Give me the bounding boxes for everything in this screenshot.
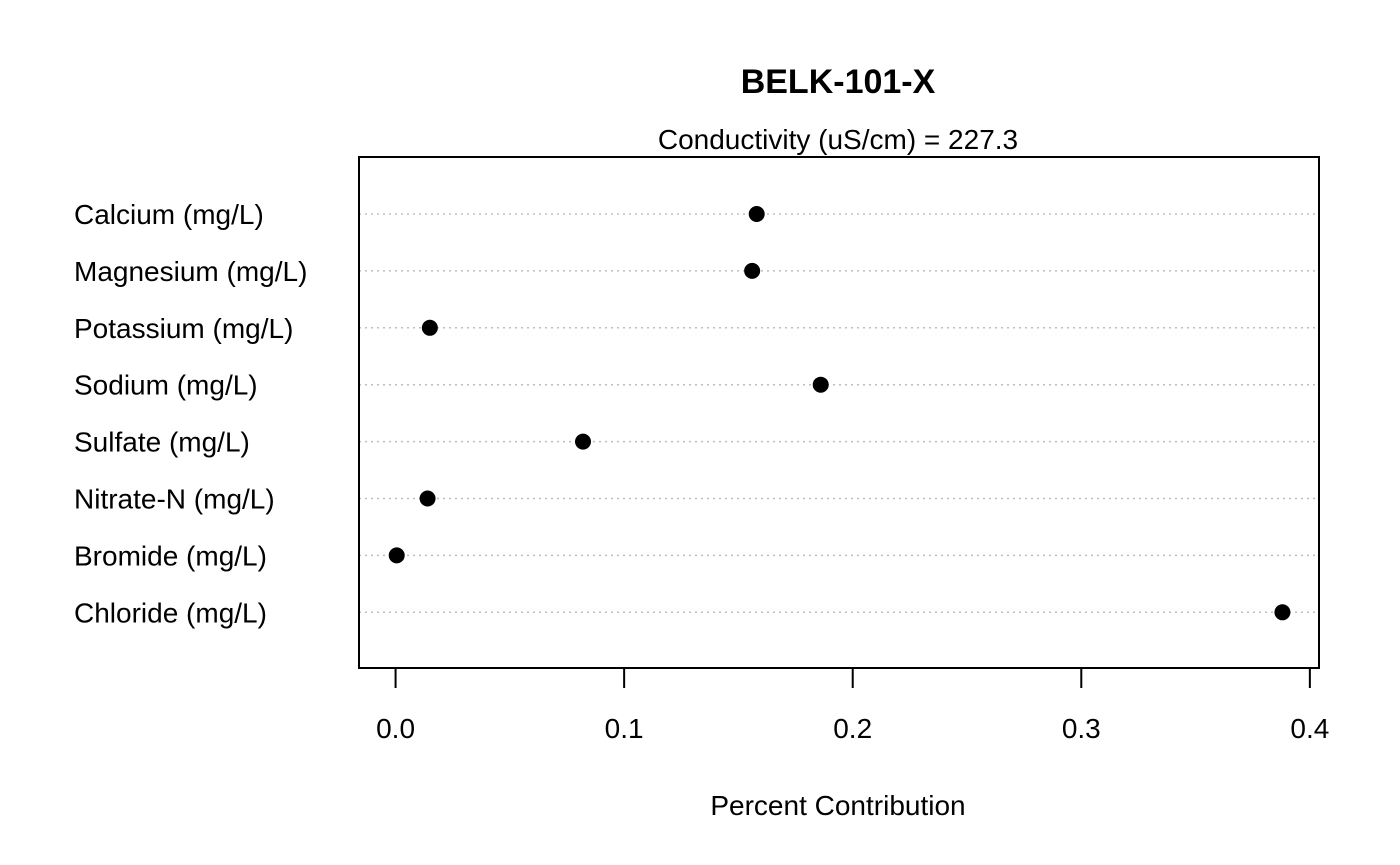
x-tick-label: 0.1 bbox=[605, 713, 644, 744]
category-label: Potassium (mg/L) bbox=[74, 313, 293, 344]
guide-lines bbox=[359, 213, 1319, 614]
category-label: Magnesium (mg/L) bbox=[74, 256, 307, 287]
category-label: Bromide (mg/L) bbox=[74, 540, 267, 571]
x-tick-label: 0.2 bbox=[833, 713, 872, 744]
data-point bbox=[388, 547, 405, 564]
x-tick-label: 0.4 bbox=[1290, 713, 1329, 744]
x-axis: 0.0 0.1 0.2 0.3 0.4 bbox=[376, 667, 1329, 744]
chart-subtitle: Conductivity (uS/cm) = 227.3 bbox=[658, 124, 1018, 155]
data-point bbox=[744, 262, 761, 279]
category-label: Sulfate (mg/L) bbox=[74, 427, 250, 458]
data-points bbox=[388, 206, 1291, 621]
x-axis-label: Percent Contribution bbox=[710, 790, 965, 821]
data-point bbox=[748, 206, 765, 222]
data-point bbox=[419, 490, 436, 507]
chart-title: BELK-101-X bbox=[741, 63, 936, 101]
plot-frame bbox=[358, 156, 1320, 669]
x-tick-label: 0.0 bbox=[376, 713, 415, 744]
data-point bbox=[421, 319, 438, 336]
x-tick-label: 0.3 bbox=[1062, 713, 1101, 744]
category-label: Calcium (mg/L) bbox=[74, 199, 264, 230]
category-label: Sodium (mg/L) bbox=[74, 370, 258, 401]
category-label: Nitrate-N (mg/L) bbox=[74, 484, 275, 515]
data-point bbox=[575, 433, 591, 450]
category-labels: Calcium (mg/L) Magnesium (mg/L) Potassium … bbox=[74, 199, 307, 628]
category-label: Chloride (mg/L) bbox=[74, 597, 267, 628]
data-point bbox=[812, 376, 829, 393]
data-point bbox=[1274, 604, 1291, 621]
